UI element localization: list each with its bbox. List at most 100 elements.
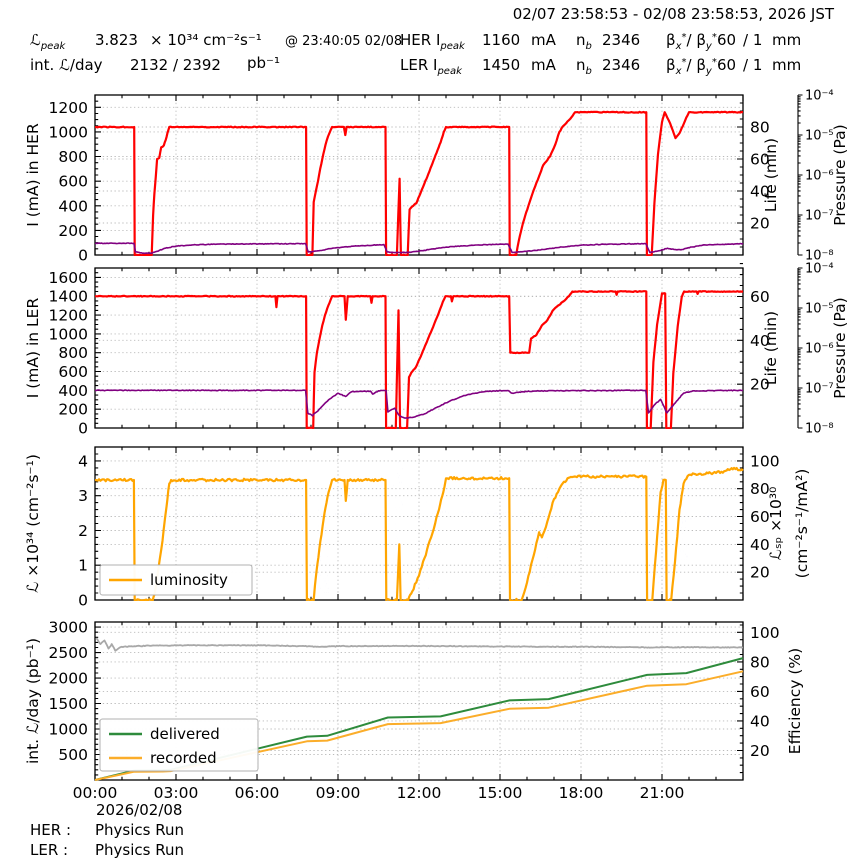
legend-label-luminosity: luminosity [150,571,228,589]
luminosity-line [94,466,744,601]
pressure-axis [797,94,803,256]
intl-label: int. ℒ/day [30,56,103,74]
ler-beta-unit: mm [772,56,802,74]
her-ring-label: HER I [400,31,441,49]
series-layer [94,466,744,601]
beta-symbol-y: β [696,31,706,49]
pressure-tick-label: 10⁻⁶ [805,169,834,184]
legend: luminosity [99,564,253,596]
gridlines [95,95,743,255]
intl-value: 2132 / 2392 [130,56,221,74]
pressure-tick-label: 10⁻⁸ [805,249,834,264]
ler-ring-label: LER I [400,56,438,74]
right-tick-label: 100 [750,452,780,470]
lpeak-value: 3.823 [95,31,138,49]
y-tick-label: 400 [58,197,88,215]
right-tick-label: 60 [750,151,770,169]
right-axis-title: Life (min) [762,138,780,212]
ler-nb-value: 2346 [602,56,641,74]
y-tick-label: 600 [58,173,88,191]
right-axis-title: Life (min) [762,311,780,385]
beta-symbol-x: β [666,31,676,49]
right-tick-label: 60 [750,288,770,306]
ler-beta-ratio: / 1 [743,56,763,74]
beta-y-sub2: y [705,66,712,77]
right-tick-label: 40 [750,712,770,730]
plot-frame [94,267,744,429]
beta-x-sub: x [675,41,682,52]
her-mode-label: HER : [30,821,72,839]
nb-subscript2: b [585,66,592,77]
her-ipeak-unit: mA [531,31,556,49]
y-tick-label: 200 [58,222,88,240]
ler-beta-value: 60 [717,56,737,74]
ler-ipeak-subscript: peak [437,66,462,77]
beta-x-sub2: x [675,66,682,77]
legend-label-delivered: delivered [150,725,220,743]
plot-frame [94,94,744,256]
right-axis-title: Efficiency (%) [786,648,804,754]
specific-luminosity-scatter [96,460,743,598]
pressure-tick-label: 10⁻⁸ [805,422,834,437]
y-tick-label: 600 [58,363,88,381]
y-tick-label: 4 [78,452,88,470]
y-tick-label: 1200 [49,99,88,117]
beta-slash: / [686,31,692,49]
beta-y-star2: * [711,57,717,68]
efficiency-line [95,637,744,652]
her-beta-value: 60 [717,31,737,49]
nb-subscript: b [585,41,592,52]
right-tick-label: 20 [750,742,770,760]
right-tick-label: 100 [750,624,780,642]
y-tick-label: 1000 [49,721,88,739]
beta-symbol-y2: β [696,56,706,74]
x-tick-label: 18:00 [559,784,604,802]
right-tick-label: 60 [750,508,770,526]
her-ipeak-value: 1160 [482,31,521,49]
left-axis-title: I (mA) in LER [24,298,42,399]
right-tick-label: 60 [750,683,770,701]
left-axis-title: int. ℒ/day (pb⁻¹) [24,638,42,764]
integrated-luminosity-panel: 500 1000 1500 2000 2500 3000 20 40 60 80 100 int. ℒ… [24,619,804,802]
her-beta-label: βx*/ βy* [666,31,717,52]
lpeak-subscript: peak [40,41,66,52]
nb-symbol: n [576,31,586,49]
right-tick-label: 40 [750,332,770,350]
y-tick-label: 400 [58,382,88,400]
her-nb-value: 2346 [602,31,641,49]
legend: delivered recorded [99,718,259,772]
beta-y-star: * [711,32,717,43]
ler-ipeak-value: 1450 [482,56,521,74]
y-tick-label: 1200 [49,307,88,325]
x-tick-label: 09:00 [316,784,361,802]
y-tick-label: 0 [78,420,88,438]
y-tick-label: 800 [58,344,88,362]
x-tick-label: 21:00 [640,784,685,802]
y-tick-label: 800 [58,148,88,166]
right-tick-label: 20 [750,564,770,582]
left-axis-title: I (mA) in HER [24,123,42,227]
ler-mode-label: LER : [30,841,69,859]
ler-ipeak-label: LER Ipeak [400,56,462,77]
ler-current-line [94,290,744,429]
gridlines [95,447,743,600]
right-tick-label: 20 [750,376,770,394]
her-pressure-scatter [95,109,742,214]
her-ipeak-subscript: peak [440,41,465,52]
left-axis-title: ℒ ×10³⁴ (cm⁻²s⁻¹) [24,454,42,593]
y-tick-label: 2000 [49,670,88,688]
pressure-axis [797,267,803,429]
intl-unit: pb⁻¹ [247,54,280,72]
plot-frame [94,621,744,781]
x-tick-label: 00:00 [73,784,118,802]
right-tick-label: 40 [750,183,770,201]
lpeak-symbol: ℒ [30,31,41,49]
x-tick-label: 12:00 [397,784,442,802]
luminosity-panel: 0 1 2 3 4 20 40 60 80 100 ℒ ×10³⁴ (cm⁻²s⁻¹) ℒₛₚ ×10… [24,446,811,610]
pressure-tick-label: 10⁻⁵ [805,129,834,144]
ler-beta-label: βx*/ βy* [666,56,717,77]
beta-y-sub: y [705,41,712,52]
pressure-axis-title: Pressure (Pa) [831,297,849,398]
ler-mode-value: Physics Run [95,841,185,859]
